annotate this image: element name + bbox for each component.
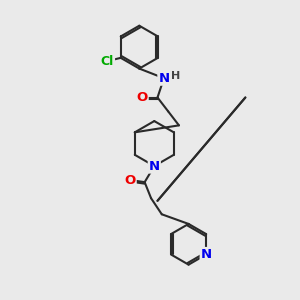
Text: N: N bbox=[149, 160, 160, 172]
Text: Cl: Cl bbox=[101, 55, 114, 68]
Text: O: O bbox=[124, 173, 136, 187]
Text: H: H bbox=[171, 70, 180, 81]
Text: O: O bbox=[136, 91, 148, 104]
Text: N: N bbox=[201, 248, 212, 261]
Text: N: N bbox=[158, 72, 169, 85]
